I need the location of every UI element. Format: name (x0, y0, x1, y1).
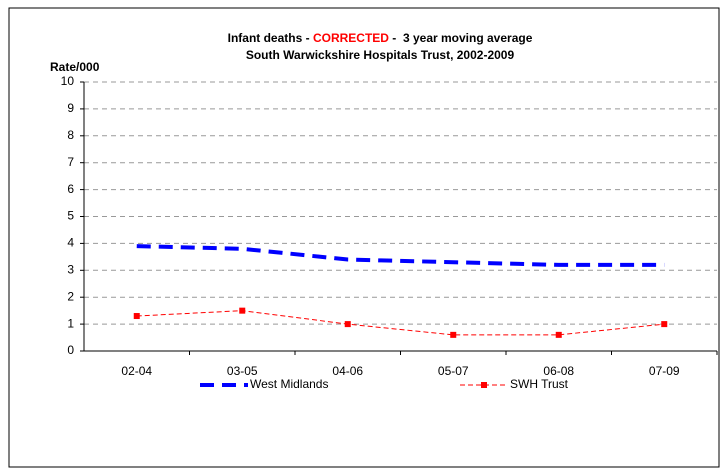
y-tick-label: 10 (61, 74, 75, 88)
data-point (133, 313, 140, 320)
y-tick-label: 1 (67, 316, 74, 330)
y-tick-label: 8 (67, 128, 74, 142)
chart-subtitle: South Warwickshire Hospitals Trust, 2002… (246, 48, 515, 62)
y-tick-label: 6 (67, 182, 74, 196)
y-tick-label: 3 (67, 262, 74, 276)
y-tick-label: 4 (67, 236, 74, 250)
y-axis-label: Rate/000 (50, 60, 100, 74)
y-tick-label: 7 (67, 155, 74, 169)
title-part: Infant deaths - (228, 31, 313, 45)
data-point (661, 321, 668, 328)
y-tick-label: 2 (67, 289, 74, 303)
chart-title: Infant deaths - CORRECTED - 3 year movin… (228, 31, 533, 45)
series-line (136, 244, 665, 267)
y-tick-label: 9 (67, 101, 74, 115)
series-line (136, 310, 665, 336)
x-tick-label: 03-05 (227, 364, 258, 378)
title-part: CORRECTED (313, 31, 389, 45)
data-point (450, 331, 457, 338)
data-point (555, 331, 562, 338)
x-tick-label: 06-08 (543, 364, 574, 378)
data-point (344, 321, 351, 328)
x-tick-label: 07-09 (649, 364, 680, 378)
legend-label: SWH Trust (510, 377, 569, 391)
legend-marker (481, 382, 487, 388)
chart-border (8, 7, 720, 468)
x-tick-label: 02-04 (121, 364, 152, 378)
x-tick-label: 05-07 (438, 364, 469, 378)
data-point (239, 307, 246, 314)
x-tick-label: 04-06 (332, 364, 363, 378)
y-tick-label: 5 (67, 209, 74, 223)
y-tick-label: 0 (67, 343, 74, 357)
legend-label: West Midlands (250, 377, 328, 391)
title-part: - 3 year moving average (389, 31, 533, 45)
